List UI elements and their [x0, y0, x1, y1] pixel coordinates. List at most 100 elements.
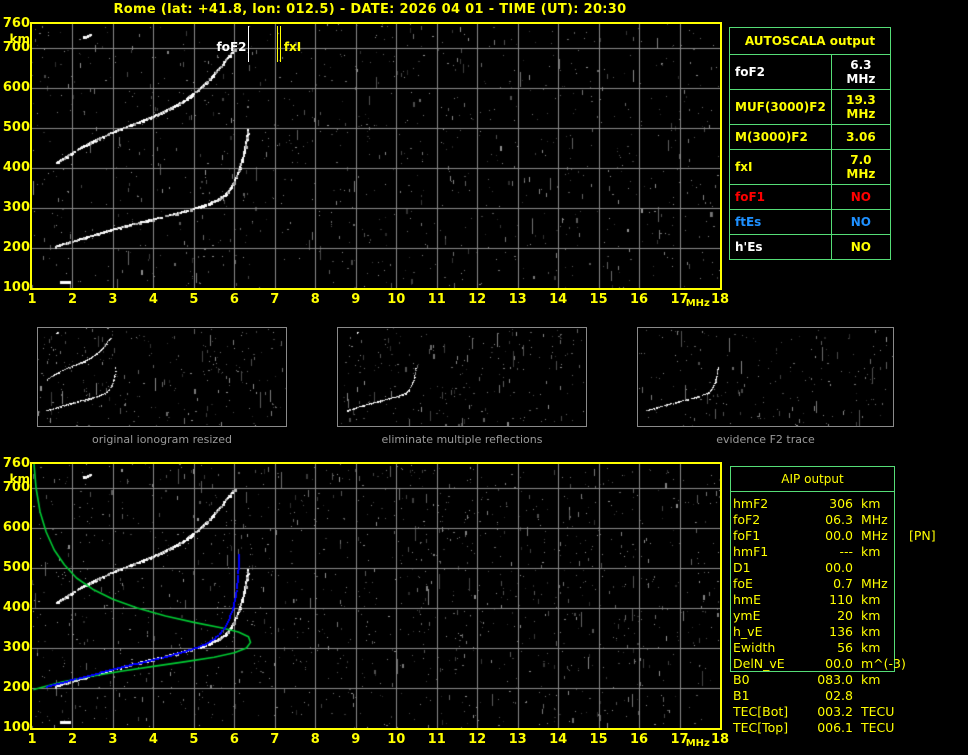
top-y-tick-400: 400 [2, 160, 30, 175]
aip-value-13: 003.2 [817, 704, 853, 719]
bottom-x-tick-12: 12 [468, 732, 487, 747]
aip-key-3: hmF1 [733, 544, 769, 559]
autoscala-value-1: 19.3 MHz [830, 89, 892, 125]
fxi-annotation-label: fxI [283, 40, 302, 54]
bottom-x-tick-5: 5 [189, 732, 199, 747]
top-x-tick-12: 12 [468, 292, 487, 307]
aip-row: ymE 20 km [733, 608, 963, 624]
thumbnail-original-ionogram[interactable] [37, 327, 287, 427]
bottom-x-tick-18: 18 [710, 732, 730, 747]
aip-key-14: TEC[Top] [733, 720, 789, 735]
autoscala-row: foF2 6.3 MHz [729, 54, 892, 90]
autoscala-value-3: 7.0 MHz [830, 149, 892, 185]
autoscala-value-0: 6.3 MHz [830, 54, 892, 90]
aip-unit-9: km [861, 640, 881, 655]
top-x-tick-18: 18 [710, 292, 730, 307]
ionogram-top-plot[interactable]: foF2 fxI [30, 22, 722, 290]
aip-key-4: D1 [733, 560, 751, 575]
autoscala-label-0: foF2 [729, 54, 832, 90]
bottom-x-tick-7: 7 [270, 732, 280, 747]
autoscala-row: fxI 7.0 MHz [729, 149, 892, 185]
thumbnail-caption-2: evidence F2 trace [716, 433, 815, 446]
top-x-tick-11: 11 [427, 292, 446, 307]
aip-unit-10: m^(-3) [861, 656, 906, 671]
aip-row: B0 083.0 km [733, 672, 963, 688]
aip-output-header: AIP output [730, 466, 895, 492]
ionogram-bottom-plot[interactable] [30, 462, 722, 730]
top-x-tick-15: 15 [589, 292, 608, 307]
autoscala-row: M(3000)F2 3.06 [729, 124, 892, 150]
aip-key-9: Ewidth [733, 640, 776, 655]
bottom-x-tick-14: 14 [549, 732, 568, 747]
aip-unit-11: km [861, 672, 881, 687]
aip-unit-5: MHz [861, 576, 888, 591]
bottom-y-tick-200: 200 [2, 680, 30, 695]
thumbnail-evidence-f2-trace[interactable] [637, 327, 894, 427]
top-x-tick-8: 8 [310, 292, 320, 307]
aip-unit-0: km [861, 496, 881, 511]
bottom-x-tick-9: 9 [351, 732, 361, 747]
aip-key-10: DelN_vE [733, 656, 785, 671]
aip-extra-2: [PN] [909, 528, 936, 543]
top-y-tick-600: 600 [2, 80, 30, 95]
aip-row: TEC[Top] 006.1 TECU [733, 720, 963, 736]
fxi-marker-line [279, 26, 281, 62]
aip-unit-7: km [861, 608, 881, 623]
top-x-tick-1: 1 [27, 292, 37, 307]
bottom-x-tick-13: 13 [508, 732, 527, 747]
aip-value-10: 00.0 [825, 656, 853, 671]
aip-value-1: 06.3 [825, 512, 853, 527]
aip-output-rows: hmF2 306 km foF2 06.3 MHz foF1 00.0 MHz [PN] hmF1 -… [733, 496, 963, 736]
aip-value-6: 110 [829, 592, 853, 607]
aip-row: foF1 00.0 MHz [PN] [733, 528, 963, 544]
aip-value-4: 00.0 [825, 560, 853, 575]
top-y-tick-760: 760 [2, 16, 30, 31]
top-x-tick-7: 7 [270, 292, 280, 307]
top-x-tick-3: 3 [108, 292, 118, 307]
thumbnail-caption-0: original ionogram resized [92, 433, 232, 446]
top-x-tick-9: 9 [351, 292, 361, 307]
aip-row: h_vE 136 km [733, 624, 963, 640]
autoscala-value-5: NO [830, 209, 892, 235]
autoscala-row: ftEs NO [729, 209, 892, 235]
aip-unit-1: MHz [861, 512, 888, 527]
top-y-tick-200: 200 [2, 240, 30, 255]
aip-key-6: hmE [733, 592, 761, 607]
autoscala-row: h'Es NO [729, 234, 892, 260]
bottom-y-tick-300: 300 [2, 640, 30, 655]
aip-value-3: --- [839, 544, 853, 559]
aip-key-1: foF2 [733, 512, 761, 527]
bottom-x-tick-4: 4 [148, 732, 158, 747]
aip-row: B1 02.8 [733, 688, 963, 704]
aip-value-12: 02.8 [825, 688, 853, 703]
bottom-y-tick-400: 400 [2, 600, 30, 615]
aip-key-0: hmF2 [733, 496, 769, 511]
thumbnail-caption-1: eliminate multiple reflections [381, 433, 543, 446]
aip-unit-13: TECU [861, 704, 895, 719]
bottom-y-unit: km [9, 472, 30, 486]
autoscala-row: MUF(3000)F2 19.3 MHz [729, 89, 892, 125]
top-x-unit: MHz [685, 298, 710, 309]
aip-row: D1 00.0 [733, 560, 963, 576]
bottom-x-tick-10: 10 [387, 732, 406, 747]
aip-row: hmF2 306 km [733, 496, 963, 512]
bottom-x-tick-1: 1 [27, 732, 37, 747]
aip-unit-2: MHz [861, 528, 888, 543]
aip-value-8: 136 [829, 624, 853, 639]
fof2-annotation-label: foF2 [216, 40, 247, 54]
autoscala-row: foF1 NO [729, 184, 892, 210]
top-y-tick-500: 500 [2, 120, 30, 135]
aip-unit-14: TECU [861, 720, 895, 735]
aip-row: foE 0.7 MHz [733, 576, 963, 592]
thumbnail-eliminate-multiple-reflections[interactable] [337, 327, 587, 427]
top-x-tick-16: 16 [630, 292, 649, 307]
aip-value-0: 306 [829, 496, 853, 511]
aip-key-11: B0 [733, 672, 750, 687]
aip-key-13: TEC[Bot] [733, 704, 789, 719]
autoscala-label-1: MUF(3000)F2 [729, 89, 832, 125]
top-y-tick-700: 700 [2, 40, 30, 55]
top-x-tick-6: 6 [229, 292, 239, 307]
top-x-tick-5: 5 [189, 292, 199, 307]
aip-output-box [730, 466, 895, 672]
top-y-tick-300: 300 [2, 200, 30, 215]
